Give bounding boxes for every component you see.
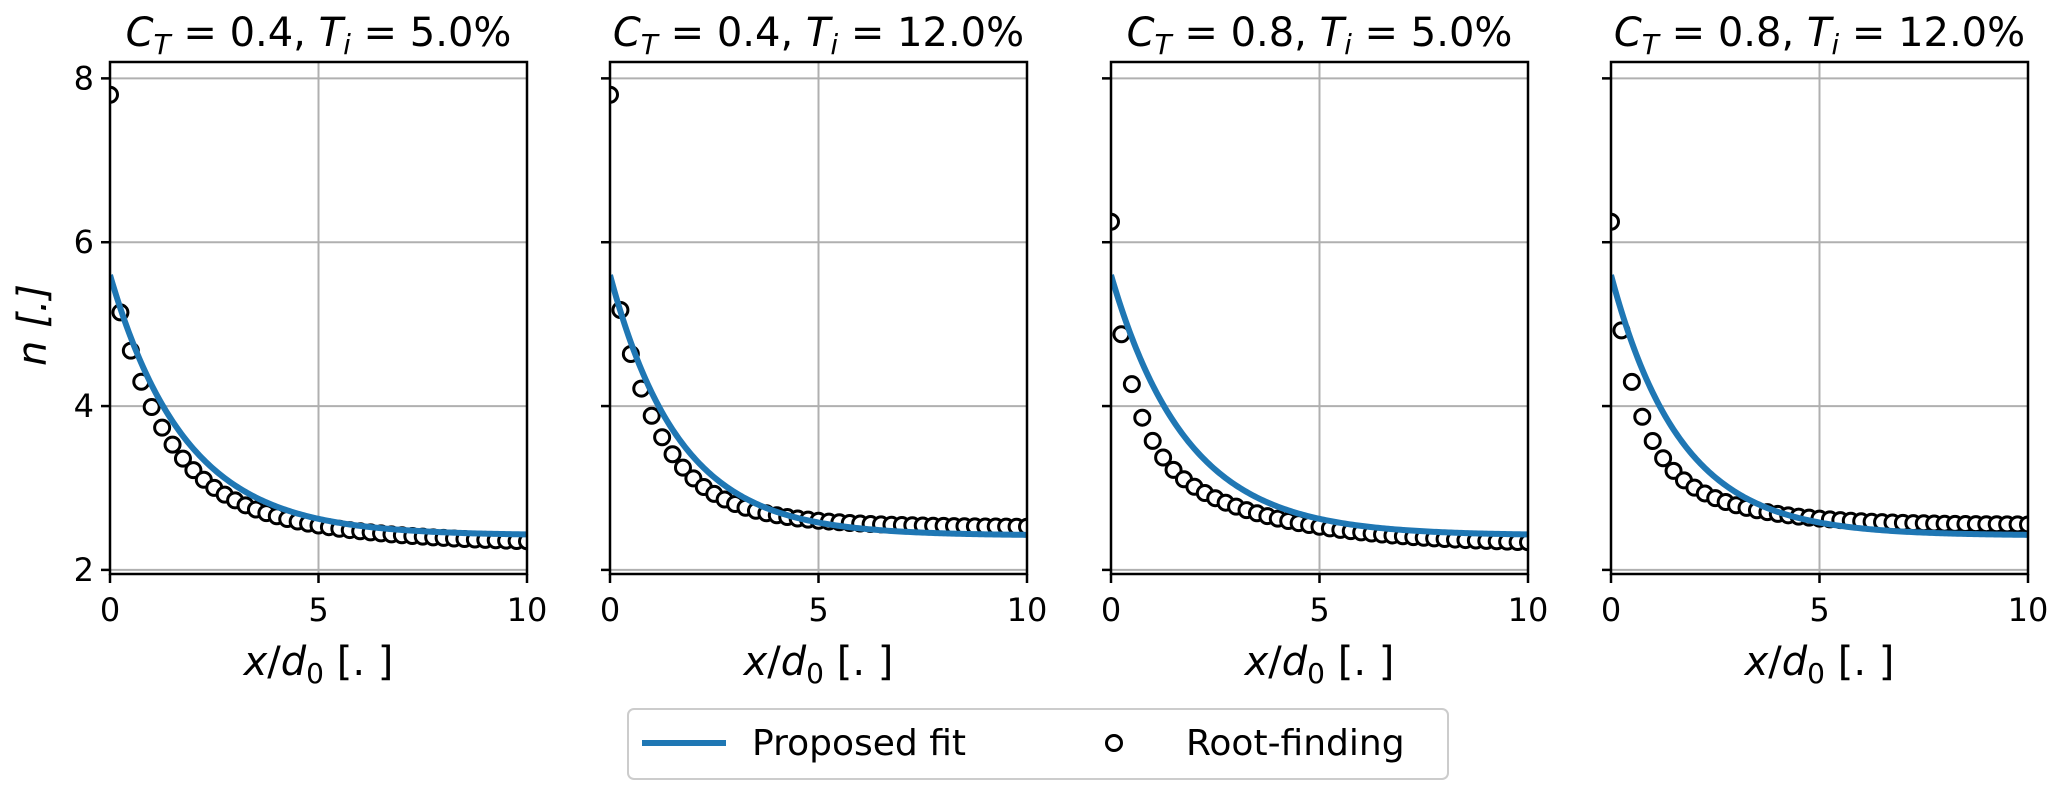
legend-fit-label: Proposed fit: [752, 723, 966, 764]
x-axis-label: x/d0 [. ]: [1743, 639, 1895, 690]
x-tick-label: 0: [1101, 591, 1121, 629]
root-finding-point: [1643, 431, 1662, 450]
panel-title: CT = 0.4, Ti = 12.0%: [613, 10, 1024, 61]
x-tick-label: 5: [808, 591, 828, 629]
root-finding-point: [1018, 517, 1027, 536]
root-finding-point: [1519, 533, 1528, 552]
x-tick-label: 0: [100, 591, 120, 629]
root-finding-point: [173, 449, 192, 468]
x-axis-label: x/d0 [. ]: [1243, 639, 1395, 690]
x-tick-label: 10: [1508, 591, 1549, 629]
panel-1: 2 4 6 8 0 5 10 x/d0 [. ] CT = 0.4, Ti = 5.0%: [74, 10, 548, 690]
root-finding-point: [642, 406, 661, 425]
root-finding-point: [1654, 449, 1673, 468]
root-finding-point: [1154, 448, 1173, 467]
x-axis-label: x/d0 [. ]: [242, 639, 394, 690]
panel-title: CT = 0.8, Ti = 5.0%: [1127, 10, 1513, 61]
root-finding-point: [2019, 515, 2028, 534]
root-finding-series: [1111, 212, 1528, 552]
panel-title: CT = 0.8, Ti = 12.0%: [1614, 10, 2025, 61]
panel-2: 0 5 10 x/d0 [. ] CT = 0.4, Ti = 12.0%: [600, 10, 1048, 690]
root-finding-point: [142, 397, 161, 416]
root-finding-series: [1611, 212, 2028, 534]
root-finding-point: [1111, 212, 1120, 231]
root-finding-point: [110, 85, 119, 104]
legend-box: [627, 708, 1449, 780]
x-tick-label: 0: [1601, 591, 1621, 629]
panels: 2 4 6 8 0 5 10 x/d0 [. ] CT = 0.4, Ti = 5.0% 0 5 10…: [74, 10, 2049, 690]
y-tick-label: 4: [74, 387, 94, 425]
x-axis-label: x/d0 [. ]: [742, 639, 894, 690]
root-finding-point: [518, 532, 527, 551]
root-finding-point: [153, 418, 172, 437]
root-finding-point: [653, 428, 672, 447]
proposed-fit-line: [1111, 274, 1528, 538]
x-tick-label: 5: [1309, 591, 1329, 629]
root-finding-point: [610, 85, 619, 104]
root-finding-point: [1633, 407, 1652, 426]
y-tick-label: 2: [74, 551, 94, 589]
root-finding-point: [163, 435, 182, 454]
panel-3: 0 5 10 x/d0 [. ] CT = 0.8, Ti = 5.0%: [1101, 10, 1549, 690]
proposed-fit-line: [1611, 274, 2028, 538]
y-tick-label: 8: [74, 59, 94, 97]
proposed-fit-line: [610, 274, 1027, 538]
root-finding-point: [663, 445, 682, 464]
root-finding-point: [1143, 431, 1162, 450]
x-tick-label: 10: [2008, 591, 2049, 629]
x-tick-label: 0: [600, 591, 620, 629]
legend-root-label: Root-finding: [1186, 723, 1405, 764]
x-tick-label: 10: [507, 591, 548, 629]
root-finding-point: [673, 458, 692, 477]
root-finding-point: [1622, 372, 1641, 391]
x-tick-label: 5: [1809, 591, 1829, 629]
legend: Proposed fit Root-finding: [627, 708, 1449, 780]
y-axis-label: n [.]: [10, 284, 56, 366]
root-finding-point: [1611, 212, 1620, 231]
root-finding-point: [1133, 408, 1152, 427]
proposed-fit-line: [110, 274, 527, 538]
panel-4: 0 5 10 x/d0 [. ] CT = 0.8, Ti = 12.0%: [1601, 10, 2049, 690]
legend-root-swatch: [1105, 734, 1123, 752]
root-finding-point: [1122, 375, 1141, 394]
y-tick-label: 6: [74, 223, 94, 261]
panel-title: CT = 0.4, Ti = 5.0%: [126, 10, 512, 61]
x-tick-label: 5: [308, 591, 328, 629]
x-tick-label: 10: [1007, 591, 1048, 629]
